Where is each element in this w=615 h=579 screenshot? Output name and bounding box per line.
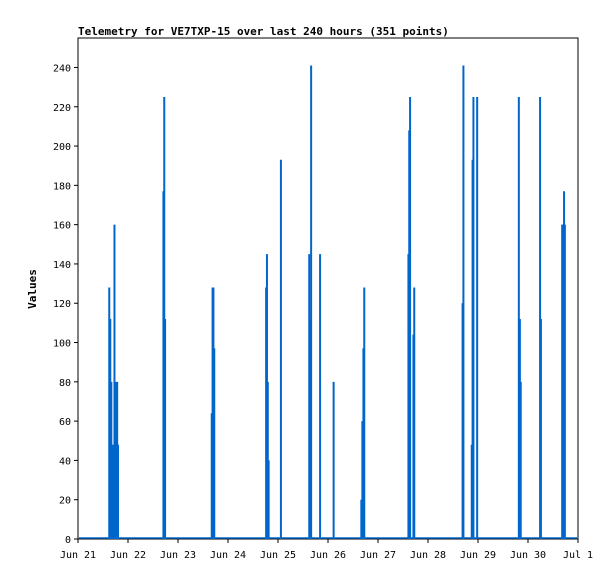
y-tick-label: 200: [53, 142, 71, 153]
chart-title: Telemetry for VE7TXP-15 over last 240 ho…: [78, 25, 449, 38]
y-tick-label: 220: [53, 103, 71, 114]
x-tick-label: Jul 1: [563, 550, 593, 561]
y-tick-label: 100: [53, 339, 71, 350]
y-axis-ticks: 0 20 40 60 80 100 120 140 160 180 200 220 240: [53, 63, 78, 546]
x-tick-label: Jun 29: [460, 550, 496, 561]
y-tick-label: 140: [53, 260, 71, 271]
y-tick-label: 0: [65, 535, 71, 546]
plot-area: [77, 37, 579, 540]
x-tick-label: Jun 30: [510, 550, 546, 561]
x-tick-label: Jun 28: [410, 550, 446, 561]
x-tick-label: Jun 25: [260, 550, 296, 561]
x-tick-label: Jun 26: [310, 550, 346, 561]
data-bars: [79, 65, 577, 539]
y-tick-label: 160: [53, 221, 71, 232]
x-axis-ticks: Jun 21 Jun 22 Jun 23 Jun 24 Jun 25 Jun 26 Jun …: [60, 539, 593, 561]
x-tick-label: Jun 21: [60, 550, 96, 561]
y-tick-label: 20: [59, 496, 71, 507]
y-axis-label: Values: [26, 269, 39, 309]
y-tick-label: 60: [59, 417, 71, 428]
y-tick-label: 240: [53, 63, 71, 74]
x-tick-label: Jun 27: [360, 550, 396, 561]
x-tick-label: Jun 22: [110, 550, 146, 561]
x-tick-label: Jun 24: [210, 550, 246, 561]
y-tick-label: 180: [53, 181, 71, 192]
y-tick-label: 40: [59, 456, 71, 467]
y-tick-label: 120: [53, 299, 71, 310]
x-tick-label: Jun 23: [160, 550, 196, 561]
y-tick-label: 80: [59, 378, 71, 389]
